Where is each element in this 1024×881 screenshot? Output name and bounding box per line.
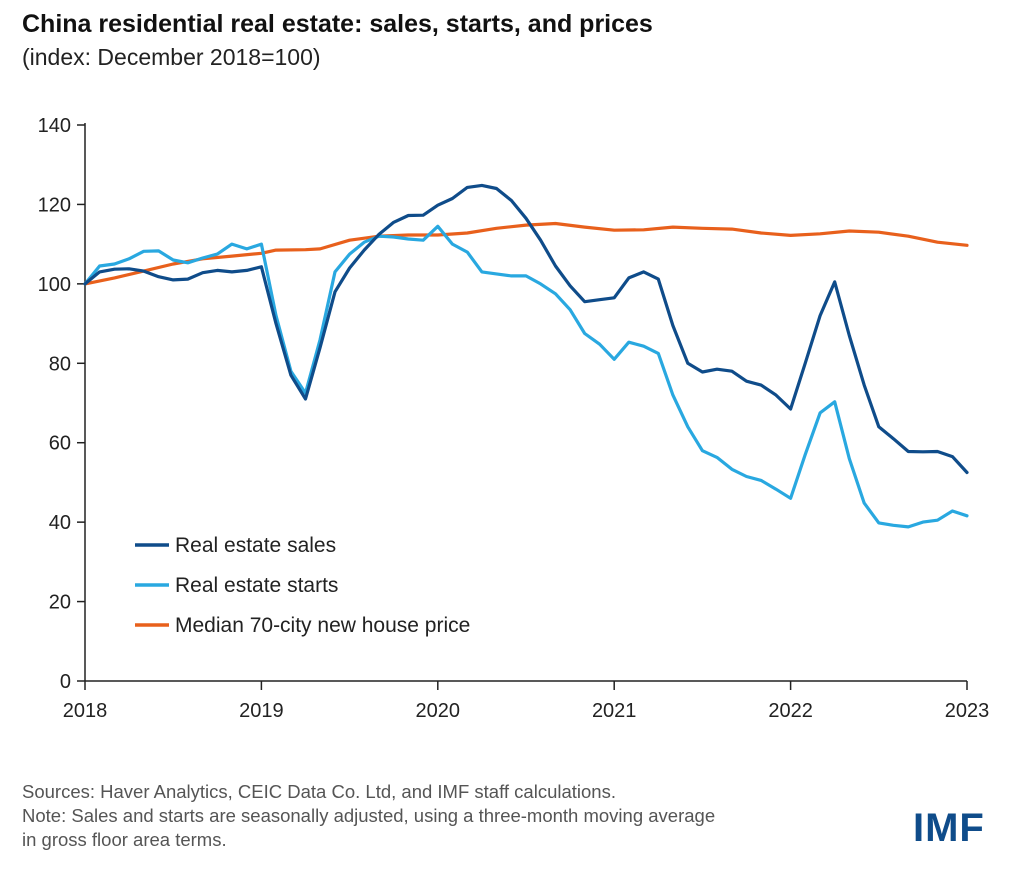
note-text-line-1: Note: Sales and starts are seasonally ad… bbox=[22, 805, 716, 826]
y-tick-label: 60 bbox=[49, 433, 71, 455]
series-line-real-estate-starts bbox=[83, 224, 969, 529]
note-text-line-2: in gross floor area terms. bbox=[22, 829, 227, 850]
y-tick-label: 120 bbox=[38, 194, 71, 216]
sources-text: Sources: Haver Analytics, CEIC Data Co. … bbox=[22, 781, 616, 802]
y-tick-label: 0 bbox=[60, 671, 71, 693]
legend-label-median-70-city-new-house-price: Median 70-city new house price bbox=[175, 614, 470, 637]
y-tick-label: 80 bbox=[49, 353, 71, 375]
chart-notes: Sources: Haver Analytics, CEIC Data Co. … bbox=[22, 780, 715, 852]
y-tick-label: 40 bbox=[49, 512, 71, 534]
y-tick-label: 140 bbox=[38, 115, 71, 137]
legend-label-real-estate-starts: Real estate starts bbox=[175, 574, 338, 597]
series-line-median-70-city-new-house-price bbox=[83, 221, 969, 286]
x-tick-label: 2021 bbox=[592, 700, 637, 722]
chart-axes: 0 20 40 60 80 100 120 140 2018 2019 2020 2021 2022 20… bbox=[38, 115, 990, 722]
chart-series bbox=[83, 183, 969, 529]
y-tick-label: 20 bbox=[49, 592, 71, 614]
x-tick-label: 2022 bbox=[768, 700, 813, 722]
chart-legend: Real estate sales Real estate starts Media… bbox=[135, 534, 470, 637]
x-tick-label: 2020 bbox=[416, 700, 461, 722]
x-tick-label: 2018 bbox=[63, 700, 108, 722]
x-tick-label: 2023 bbox=[945, 700, 990, 722]
imf-logo: IMF bbox=[913, 806, 985, 850]
legend-label-real-estate-sales: Real estate sales bbox=[175, 534, 336, 557]
chart-title: China residential real estate: sales, st… bbox=[22, 10, 653, 38]
chart-subtitle: (index: December 2018=100) bbox=[22, 44, 321, 70]
y-tick-label: 100 bbox=[38, 274, 71, 296]
series-line-real-estate-sales bbox=[83, 183, 969, 475]
x-tick-label: 2019 bbox=[239, 700, 284, 722]
